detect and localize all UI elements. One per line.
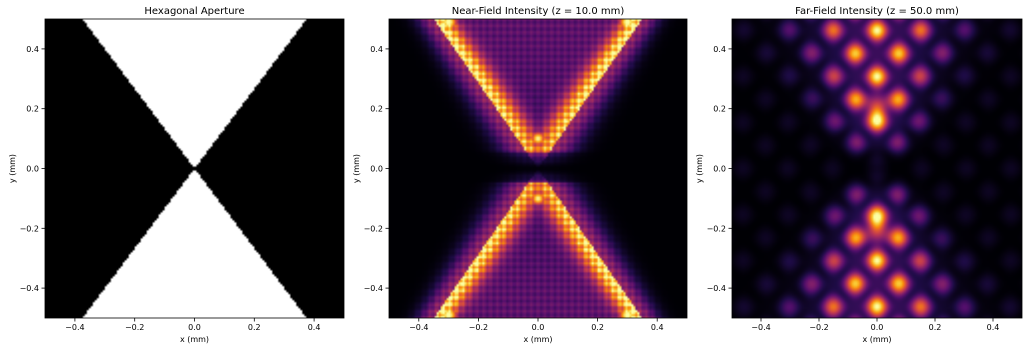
panel-1: Hexagonal Aperture −0.4 −0.2 0.0 0.2 0.4 −0.4 −… — [8, 6, 345, 344]
y-tick-label: −0.2 — [364, 224, 383, 233]
y-tick-label: −0.4 — [364, 284, 383, 293]
y-tick-label: 0.4 — [26, 45, 39, 54]
x-tick-label: −0.2 — [125, 323, 144, 332]
x-axis-label: x (mm) — [180, 335, 209, 344]
intensity-image — [732, 19, 1022, 318]
x-tick-label: −0.4 — [751, 323, 770, 332]
y-tick-label: 0.2 — [26, 105, 39, 114]
intensity-image — [45, 19, 344, 318]
y-tick-label: −0.2 — [20, 224, 39, 233]
y-axis-label: y (mm) — [352, 154, 361, 183]
panels: Hexagonal Aperture −0.4 −0.2 0.0 0.2 0.4 −0.4 −… — [8, 6, 1023, 344]
panel-title: Far-Field Intensity (z = 50.0 mm) — [795, 6, 959, 17]
y-tick-label: 0.2 — [713, 105, 726, 114]
y-tick-label: −0.4 — [707, 284, 726, 293]
x-axis-label: x (mm) — [862, 335, 891, 344]
x-tick-label: 0.0 — [871, 323, 884, 332]
panel-title: Near-Field Intensity (z = 10.0 mm) — [452, 6, 625, 17]
y-tick-label: 0.4 — [713, 45, 726, 54]
panel-title: Hexagonal Aperture — [144, 6, 244, 17]
y-tick-label: −0.2 — [707, 224, 726, 233]
panel-2: Near-Field Intensity (z = 10.0 mm) −0.4 −0… — [352, 6, 688, 344]
y-tick-label: 0.0 — [370, 165, 383, 174]
x-tick-label: 0.4 — [651, 323, 664, 332]
intensity-image — [389, 19, 687, 318]
y-axis-label: y (mm) — [8, 154, 17, 183]
x-tick-label: −0.2 — [469, 323, 488, 332]
x-tick-label: −0.4 — [65, 323, 84, 332]
panel-3: Far-Field Intensity (z = 50.0 mm) −0.4 −0.… — [695, 6, 1023, 344]
y-tick-label: 0.4 — [370, 45, 383, 54]
y-tick-label: 0.0 — [713, 165, 726, 174]
y-axis-label: y (mm) — [695, 154, 704, 183]
y-tick-label: 0.0 — [26, 165, 39, 174]
x-tick-label: −0.4 — [409, 323, 428, 332]
y-tick-label: −0.4 — [20, 284, 39, 293]
x-axis-label: x (mm) — [523, 335, 552, 344]
x-tick-label: 0.0 — [532, 323, 545, 332]
x-tick-label: 0.2 — [591, 323, 604, 332]
x-tick-label: 0.0 — [188, 323, 201, 332]
x-tick-label: −0.2 — [809, 323, 828, 332]
x-tick-label: 0.2 — [248, 323, 261, 332]
x-tick-label: 0.2 — [929, 323, 942, 332]
x-tick-label: 0.4 — [308, 323, 321, 332]
x-tick-label: 0.4 — [987, 323, 1000, 332]
y-tick-label: 0.2 — [370, 105, 383, 114]
